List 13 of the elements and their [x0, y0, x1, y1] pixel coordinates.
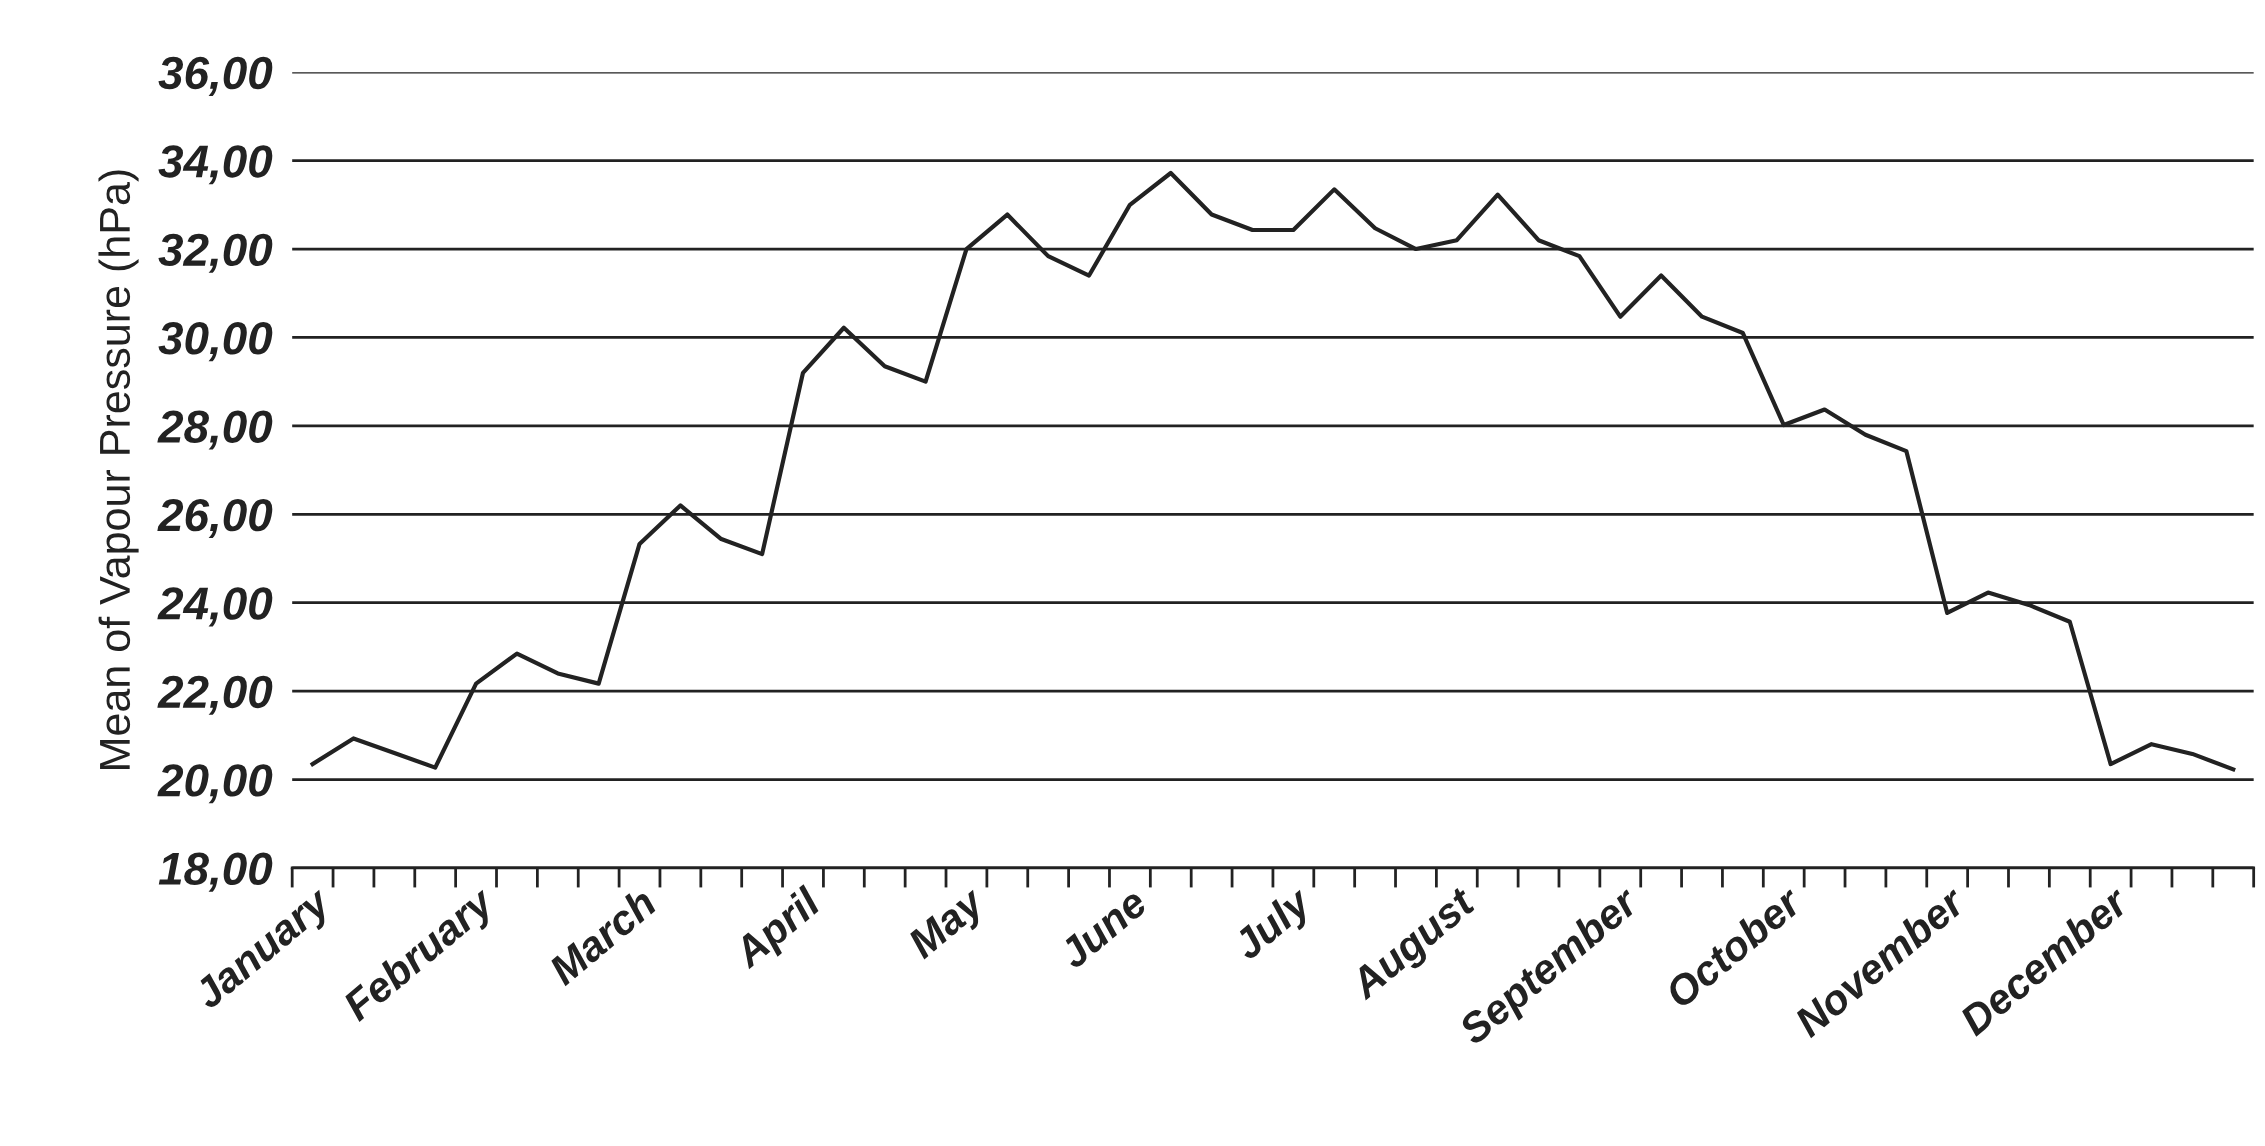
- y-tick-label: 26,00: [157, 498, 273, 538]
- y-tick-label: 24,00: [157, 587, 273, 627]
- x-tick-label: May: [905, 884, 993, 967]
- y-tick-label: 18,00: [158, 852, 273, 892]
- y-tick-label: 22,00: [157, 675, 273, 715]
- y-tick-label: 36,00: [158, 56, 273, 96]
- x-tick-label: July: [1229, 883, 1320, 968]
- y-tick-label: 30,00: [158, 322, 273, 362]
- y-tick-label: 28,00: [157, 410, 273, 450]
- y-tick-label: 34,00: [158, 145, 273, 185]
- y-tick-label: 20,00: [157, 764, 273, 804]
- y-axis-title: Mean of Vapour Pressure (hPa): [98, 170, 139, 769]
- y-tick-label: 32,00: [158, 233, 273, 273]
